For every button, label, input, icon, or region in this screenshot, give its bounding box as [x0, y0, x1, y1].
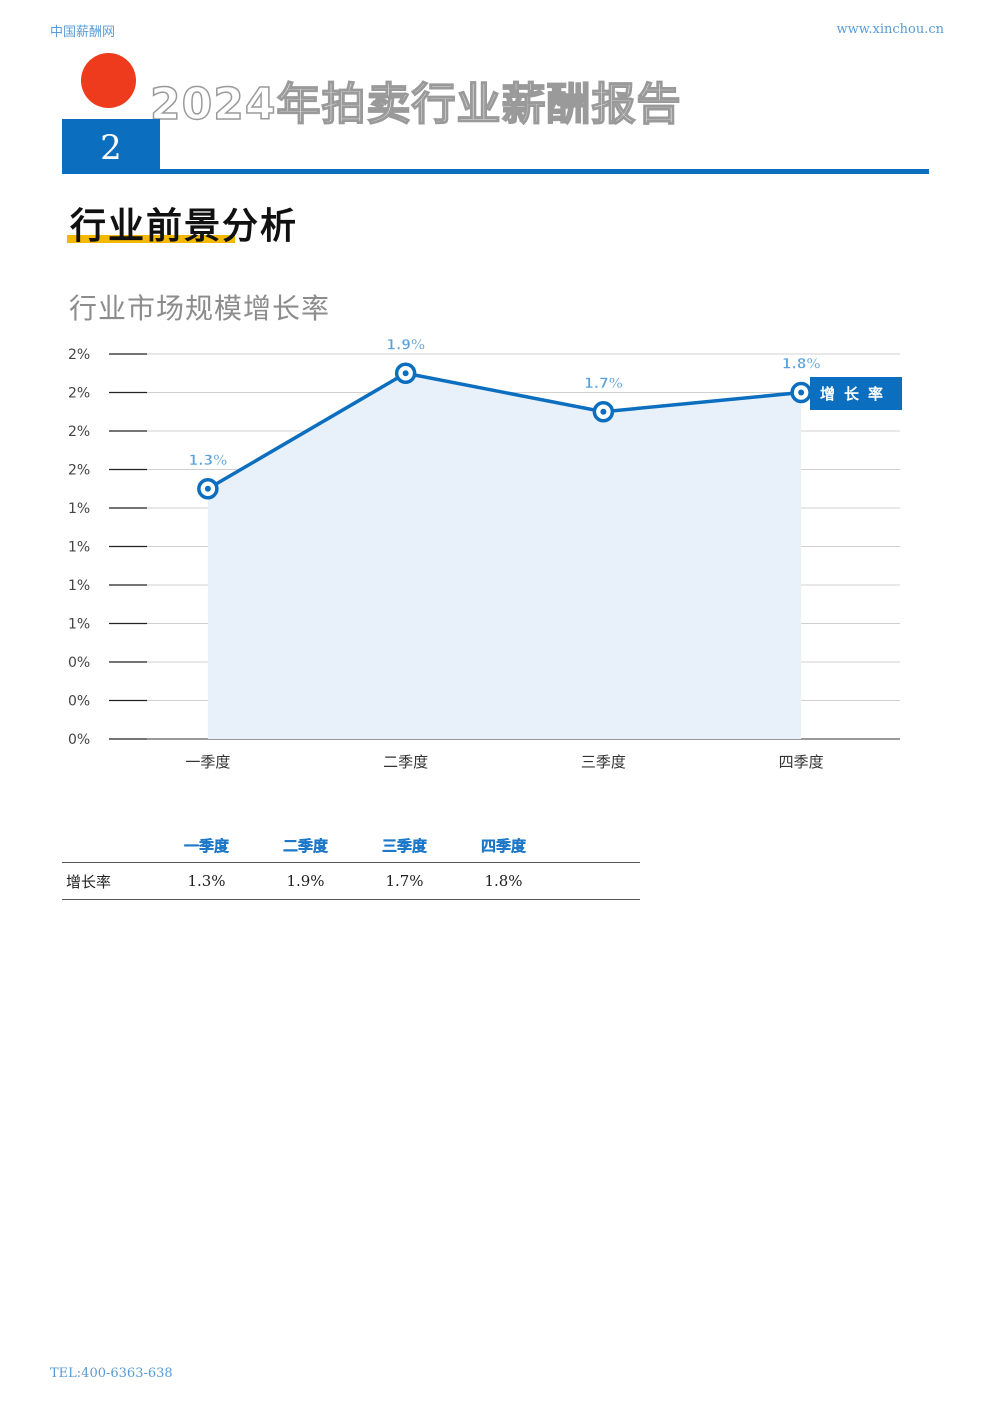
data-label: 1.3%	[188, 453, 227, 469]
chart-title: 行业市场规模增长率	[69, 292, 331, 325]
cell-q3: 1.7%	[355, 862, 454, 900]
section-title: 行业前景分析	[70, 206, 299, 247]
data-point-center	[798, 389, 805, 396]
table-row: 增长率 1.3% 1.9% 1.7% 1.8%	[62, 862, 640, 900]
red-circle-decoration	[81, 53, 136, 108]
section-title-highlight	[67, 235, 235, 243]
chapter-number-badge: 2	[62, 119, 160, 173]
site-name: 中国薪酬网	[50, 25, 116, 40]
table-header-q3: 三季度	[355, 829, 454, 863]
x-tick-label: 三季度	[581, 753, 626, 771]
x-tick-label: 一季度	[185, 753, 230, 771]
y-tick-label: 2%	[68, 386, 90, 402]
cell-empty	[553, 862, 640, 900]
footer-phone: TEL:400-6363-638	[50, 1366, 173, 1381]
y-tick-label: 0%	[68, 655, 90, 671]
y-tick-label: 2%	[68, 347, 90, 363]
row-label: 增长率	[62, 862, 157, 900]
y-tick-label: 2%	[68, 424, 90, 440]
y-tick-label: 1%	[68, 578, 90, 594]
area-fill	[207, 373, 802, 739]
legend-series-growth-rate: 增长率	[810, 377, 902, 410]
site-url[interactable]: www.xinchou.cn	[836, 22, 944, 37]
data-label: 1.8%	[782, 357, 821, 373]
data-table: 一季度 二季度 三季度 四季度 增长率 1.3% 1.9% 1.7% 1.8%	[62, 829, 640, 900]
data-point-center	[402, 370, 409, 377]
data-point-center	[204, 485, 211, 492]
header-rule	[62, 169, 929, 174]
growth-rate-chart: 0%0%0%1%1%1%1%2%2%2%2% 1.3%1.9%1.7%1.8% …	[68, 337, 900, 771]
series-line-path	[206, 371, 802, 491]
y-tick-label: 0%	[68, 732, 90, 748]
y-tick-label: 1%	[68, 540, 90, 556]
table-header-empty	[553, 829, 640, 863]
y-tick-label: 2%	[68, 463, 90, 479]
y-tick-label: 0%	[68, 694, 90, 710]
y-tick-label: 1%	[68, 501, 90, 517]
report-title: 2024年拍卖行业薪酬报告	[149, 78, 682, 131]
x-tick-label: 二季度	[383, 753, 428, 771]
x-axis-ticks: 一季度 二季度 三季度 四季度	[185, 753, 823, 771]
y-tick-label: 1%	[68, 617, 90, 633]
cell-q2: 1.9%	[256, 862, 355, 900]
cell-q4: 1.8%	[454, 862, 553, 900]
table-header-row: 一季度 二季度 三季度 四季度	[62, 829, 640, 863]
x-tick-label: 四季度	[779, 753, 824, 771]
chart-area-fill	[207, 373, 802, 739]
data-label: 1.7%	[584, 376, 623, 392]
y-axis-ticks: 0% 0% 0% 1% 1% 1% 1% 2% 2% 2% 2%	[68, 347, 90, 748]
cell-q1: 1.3%	[157, 862, 256, 900]
data-label: 1.9%	[386, 337, 425, 353]
table-header-q4: 四季度	[454, 829, 553, 863]
table-header-q2: 二季度	[256, 829, 355, 863]
table-header-q1: 一季度	[157, 829, 256, 863]
table-header-corner	[62, 829, 157, 863]
series-line	[206, 371, 802, 491]
data-labels: 1.3% 1.9% 1.7% 1.8%	[188, 337, 821, 469]
data-point-center	[600, 408, 607, 415]
